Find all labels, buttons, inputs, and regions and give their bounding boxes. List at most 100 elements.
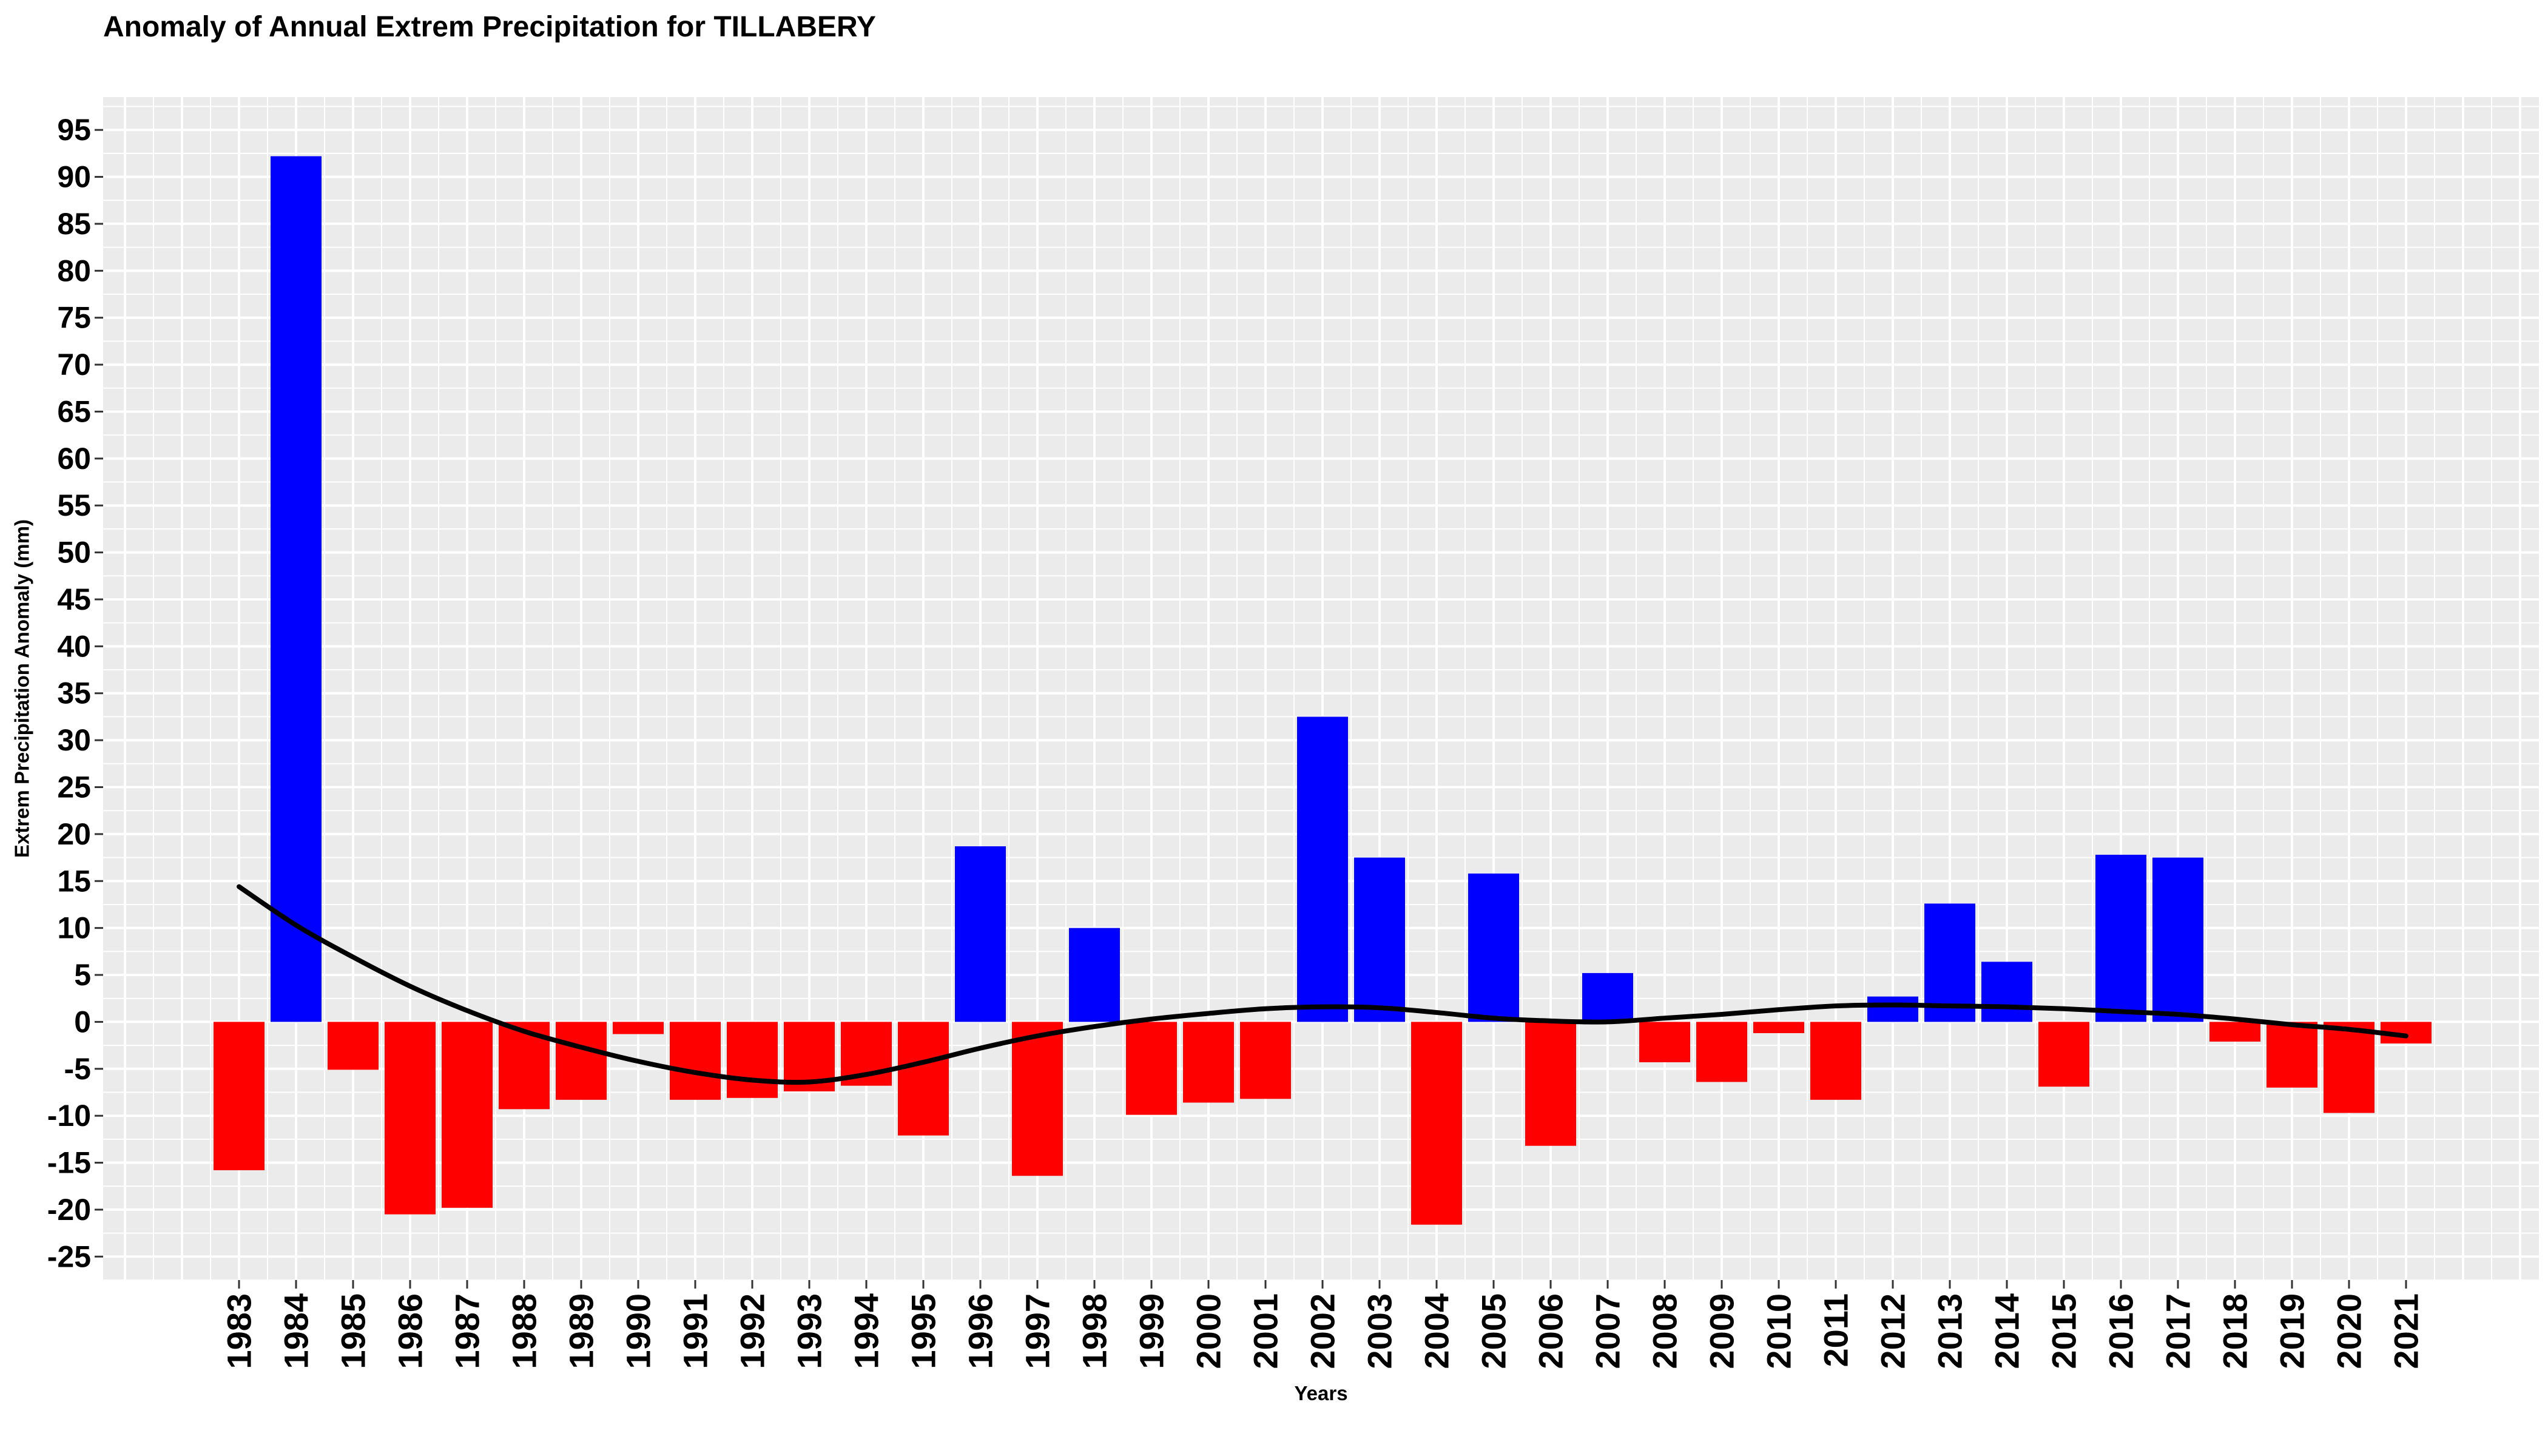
y-tick-label: -25 [47,1239,91,1273]
bar-1997 [1012,1022,1063,1176]
bar-2005 [1468,873,1519,1022]
y-tick-label: 10 [57,911,91,945]
bar-2015 [2038,1022,2089,1087]
y-tick-label: 55 [57,488,91,522]
x-tick-label: 1987 [448,1293,487,1369]
x-tick-label: 2011 [1817,1293,1855,1367]
x-tick-label: 1991 [676,1293,715,1369]
x-tick-label: 1985 [334,1293,372,1369]
x-tick-label: 2007 [1589,1293,1627,1369]
bar-1992 [727,1022,778,1098]
grid-major [103,97,2539,1280]
chart-title: Anomaly of Annual Extrem Precipitation f… [103,11,876,43]
x-tick-label: 2012 [1874,1293,1912,1369]
x-tick-label: 2017 [2159,1293,2197,1369]
bar-1989 [556,1022,607,1100]
x-tick-label: 2006 [1532,1293,1570,1369]
x-tick-label: 2005 [1475,1293,1513,1369]
y-tick-label: 75 [57,301,91,335]
x-tick-label: 1983 [220,1293,258,1369]
x-tick-label: 2021 [2387,1293,2425,1369]
x-tick-label: 1995 [905,1293,943,1369]
bar-2000 [1183,1022,1234,1103]
x-tick-label: 2015 [2045,1293,2083,1369]
x-tick-label: 2004 [1418,1293,1456,1369]
bar-1986 [385,1022,436,1215]
bar-2007 [1582,972,1633,1022]
y-tick-label: 35 [57,676,91,710]
y-axis: -25 -20 -15 -10 -5 0 5 10 15 20 25 30 35 40 45 50 55 60 65… [47,113,103,1273]
y-axis-title: Extrem Precipitation Anomaly (mm) [11,519,33,858]
x-tick-label: 2001 [1247,1293,1285,1369]
x-tick-label: 1989 [562,1293,601,1369]
bar-1991 [670,1022,721,1100]
y-tick-label: 45 [57,582,91,616]
y-tick-label: -20 [47,1193,91,1227]
y-tick-label: 50 [57,536,91,570]
x-tick-label: 2008 [1646,1293,1684,1369]
bar-1996 [955,846,1006,1022]
bars [214,156,2432,1225]
bar-1984 [271,156,322,1022]
x-tick-label: 2016 [2102,1293,2140,1369]
y-tick-label: 95 [57,113,91,147]
y-tick-label: -15 [47,1146,91,1180]
y-tick-label: 65 [57,394,91,428]
x-tick-label: 2020 [2330,1293,2368,1369]
bar-2009 [1696,1022,1747,1082]
y-tick-label: 90 [57,160,91,194]
x-tick-label: 2014 [1988,1293,2026,1369]
y-tick-label: 5 [74,958,91,992]
x-tick-label: 1994 [848,1293,886,1369]
y-tick-label: 80 [57,254,91,288]
bar-2010 [1753,1022,1804,1033]
bar-2006 [1525,1022,1576,1146]
y-tick-label: 0 [74,1005,91,1039]
x-tick-label: 1988 [505,1293,544,1369]
bar-2019 [2267,1022,2317,1088]
x-tick-label: 2013 [1931,1293,1969,1369]
bar-2013 [1924,903,1975,1022]
y-tick-label: 70 [57,348,91,382]
bar-1985 [328,1022,379,1070]
x-tick-label: 2009 [1703,1293,1741,1369]
y-tick-label: 25 [57,770,91,804]
y-tick-label: 85 [57,207,91,241]
bar-1999 [1126,1022,1177,1115]
trend-line [237,884,2408,1085]
x-tick-label: 1992 [733,1293,772,1369]
y-tick-label: 20 [57,817,91,851]
bar-2016 [2095,854,2146,1022]
bar-2001 [1240,1022,1291,1099]
x-tick-label: 1998 [1076,1293,1114,1369]
x-tick-label: 2000 [1190,1293,1228,1369]
bar-2020 [2324,1022,2374,1113]
y-tick-label: 30 [57,723,91,757]
bar-2014 [1981,962,2032,1022]
y-tick-label: 40 [57,629,91,663]
x-tick-label: 1996 [962,1293,1000,1369]
x-tick-label: 2018 [2216,1293,2254,1369]
y-tick-label: 15 [57,864,91,898]
bar-2017 [2152,857,2203,1022]
y-tick-label: 60 [57,442,91,476]
x-tick-label: 2002 [1304,1293,1342,1369]
x-tick-label: 1984 [277,1293,315,1369]
x-axis: 1983 1984 1985 1986 1987 1988 1989 1990 1991 1992… [220,1280,2425,1369]
bar-1990 [613,1022,664,1034]
bar-2002 [1297,716,1348,1022]
x-axis-title: Years [1294,1382,1347,1404]
x-tick-label: 1990 [619,1293,658,1369]
bar-2011 [1810,1022,1861,1100]
bar-2008 [1639,1022,1690,1062]
y-tick-label: -10 [47,1099,91,1133]
bar-2012 [1867,996,1918,1022]
bar-1998 [1069,928,1120,1022]
x-tick-label: 2019 [2273,1293,2311,1369]
bar-2004 [1411,1022,1462,1225]
y-tick-label: -5 [64,1052,91,1086]
x-tick-label: 1993 [790,1293,829,1369]
bar-1995 [898,1022,949,1136]
bar-2018 [2209,1022,2260,1042]
